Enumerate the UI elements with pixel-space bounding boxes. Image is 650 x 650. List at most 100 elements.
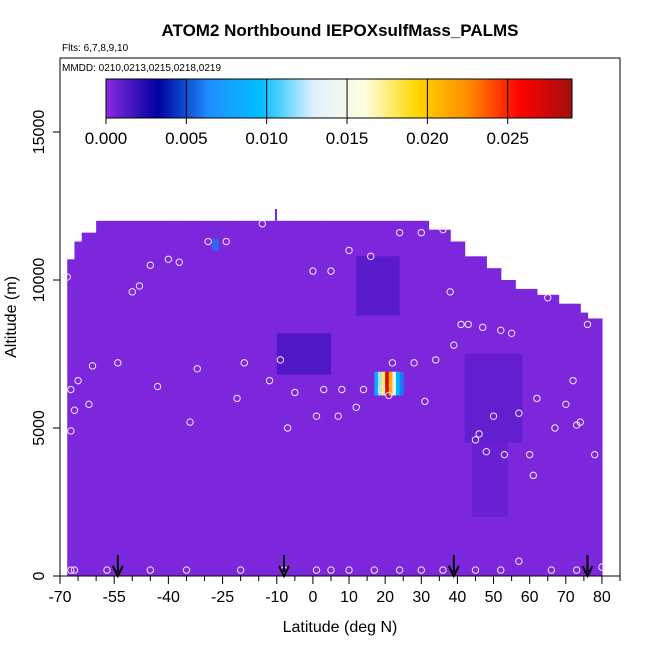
observation-point bbox=[529, 471, 537, 480]
field-column bbox=[298, 220, 307, 576]
field-column bbox=[414, 220, 422, 576]
field-column bbox=[168, 220, 177, 576]
observation-point bbox=[562, 400, 570, 409]
observation-point bbox=[417, 566, 425, 574]
field-column bbox=[218, 220, 227, 576]
field-column bbox=[161, 220, 169, 576]
observation-point bbox=[482, 447, 491, 456]
field-column bbox=[312, 220, 321, 576]
hotspot-cell bbox=[381, 371, 386, 396]
field-column bbox=[240, 220, 249, 576]
observation-point bbox=[240, 359, 248, 367]
field-column bbox=[146, 220, 155, 576]
y-tick-label: 15000 bbox=[31, 110, 48, 155]
field-column bbox=[327, 220, 336, 576]
observation-point bbox=[410, 359, 418, 367]
observation-point bbox=[515, 557, 523, 565]
observation-point bbox=[497, 566, 505, 574]
field-column bbox=[406, 220, 415, 576]
field-column bbox=[175, 220, 184, 576]
field-column bbox=[67, 259, 76, 576]
observation-point bbox=[421, 397, 429, 406]
x-tick-label: 60 bbox=[521, 589, 539, 606]
x-tick-label: 50 bbox=[485, 589, 503, 606]
field-anomaly bbox=[471, 442, 508, 517]
x-axis-label: Latitude (deg N) bbox=[283, 619, 398, 636]
colorbar-tick-label: 0.015 bbox=[326, 129, 369, 148]
hotspot-cell bbox=[396, 371, 401, 396]
observation-point bbox=[450, 341, 458, 349]
observation-point bbox=[70, 566, 79, 574]
x-tick-label: -70 bbox=[48, 589, 71, 606]
observation-point bbox=[370, 566, 379, 574]
observation-point bbox=[193, 365, 201, 373]
observation-point bbox=[395, 228, 404, 237]
field-column bbox=[255, 220, 263, 576]
field-spike bbox=[274, 208, 277, 221]
x-tick-label: 70 bbox=[557, 589, 575, 606]
field-column bbox=[594, 318, 603, 576]
observation-point bbox=[276, 356, 285, 364]
observation-point bbox=[352, 403, 360, 411]
observation-point bbox=[74, 376, 82, 385]
field-column bbox=[204, 220, 213, 576]
observation-point bbox=[345, 246, 353, 255]
observation-point bbox=[500, 450, 509, 459]
observation-point bbox=[367, 252, 375, 261]
field-anomaly bbox=[276, 333, 331, 375]
observation-point bbox=[569, 376, 577, 385]
observation-point bbox=[236, 566, 245, 574]
colorbar-tick-label: 0.025 bbox=[486, 129, 529, 148]
field-column bbox=[211, 220, 220, 576]
x-tick-label: -40 bbox=[157, 589, 180, 606]
observation-point bbox=[471, 566, 480, 574]
observation-point bbox=[153, 382, 162, 391]
observation-point bbox=[175, 258, 183, 266]
observation-point bbox=[497, 326, 505, 335]
field-column bbox=[551, 294, 560, 576]
observation-point bbox=[544, 294, 552, 302]
colorbar-gradient bbox=[105, 78, 573, 119]
observation-point bbox=[377, 385, 386, 394]
observation-point bbox=[204, 237, 212, 246]
field-column bbox=[392, 220, 401, 576]
plot-field bbox=[67, 208, 603, 576]
observation-markers bbox=[63, 220, 606, 574]
colorbar-tick-label: 0.010 bbox=[245, 129, 288, 148]
observation-point bbox=[88, 362, 97, 370]
observation-point bbox=[489, 412, 498, 420]
field-column bbox=[88, 232, 97, 576]
observation-point bbox=[67, 427, 75, 435]
field-column bbox=[587, 318, 596, 576]
observation-point bbox=[291, 388, 299, 397]
observation-point bbox=[146, 261, 155, 269]
field-column bbox=[536, 294, 545, 576]
observation-point bbox=[432, 356, 440, 364]
x-tick-label: 20 bbox=[376, 589, 394, 606]
y-axis: 0 5000 10000 15000 bbox=[31, 110, 60, 580]
hotspot-cell bbox=[399, 371, 404, 396]
field-column bbox=[573, 303, 581, 576]
observation-point bbox=[334, 412, 342, 420]
field-column bbox=[139, 220, 148, 576]
field-column bbox=[269, 220, 278, 576]
y-tick-label: 0 bbox=[31, 571, 48, 580]
colorbar-tick-label: 0.005 bbox=[165, 129, 208, 148]
x-tick-label: 80 bbox=[593, 589, 611, 606]
observation-point bbox=[222, 237, 230, 246]
observation-point bbox=[417, 228, 425, 237]
colorbar-ticks: 0.000 0.005 0.010 0.015 0.020 0.025 bbox=[85, 79, 529, 148]
observation-point bbox=[312, 566, 321, 574]
x-axis: -70 -55 -40 -25 -10 0 10 20 30 40 50 60 70 80 bbox=[48, 576, 621, 606]
hotspot-cell bbox=[374, 371, 379, 396]
observation-point bbox=[572, 566, 581, 574]
observation-point bbox=[464, 320, 472, 329]
colorbar: 0.000 0.005 0.010 0.015 0.020 0.025 bbox=[85, 78, 573, 148]
observation-point bbox=[591, 450, 599, 459]
field-column bbox=[276, 220, 285, 576]
observation-point bbox=[439, 566, 447, 574]
field-column bbox=[558, 303, 567, 576]
dates-note: MMDD: 0210,0213,0215,0218,0219 bbox=[62, 63, 221, 74]
field-column bbox=[96, 220, 104, 576]
